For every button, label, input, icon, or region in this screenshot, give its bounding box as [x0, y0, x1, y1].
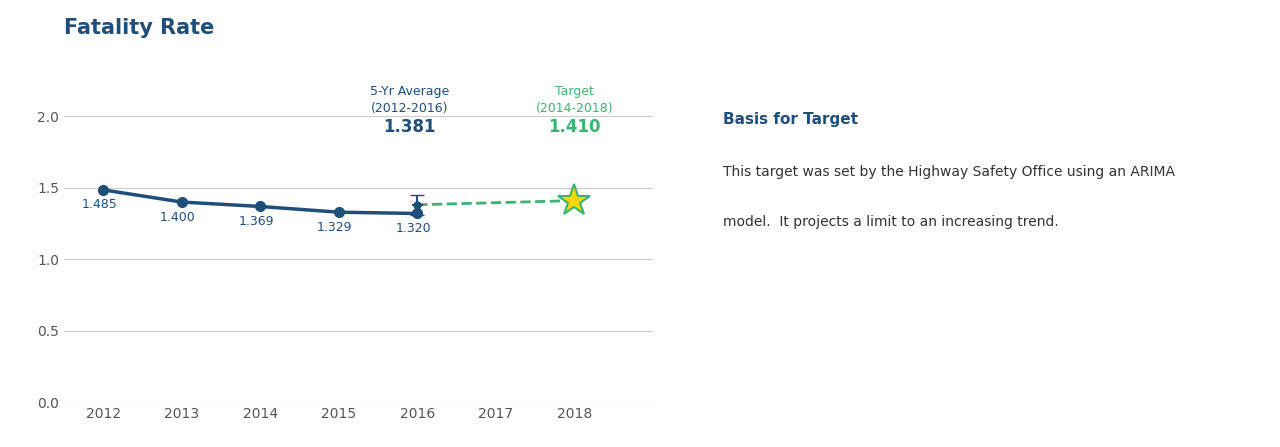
Text: 5-Yr Average: 5-Yr Average	[370, 84, 449, 97]
Text: 1.381: 1.381	[383, 118, 435, 136]
Text: This target was set by the Highway Safety Office using an ARIMA: This target was set by the Highway Safet…	[723, 165, 1175, 179]
Text: 1.485: 1.485	[82, 198, 118, 211]
Text: (2012-2016): (2012-2016)	[371, 102, 448, 115]
Text: Fatality Rate: Fatality Rate	[64, 18, 214, 38]
Text: model.  It projects a limit to an increasing trend.: model. It projects a limit to an increas…	[723, 215, 1059, 228]
Text: 1.320: 1.320	[396, 222, 431, 235]
Text: 1.400: 1.400	[160, 211, 196, 224]
Text: 1.369: 1.369	[238, 215, 274, 228]
Text: (2014-2018): (2014-2018)	[535, 102, 613, 115]
Text: 1.329: 1.329	[317, 221, 352, 234]
Text: 1.410: 1.410	[548, 118, 600, 136]
Text: Basis for Target: Basis for Target	[723, 112, 858, 127]
Text: Target: Target	[554, 84, 594, 97]
